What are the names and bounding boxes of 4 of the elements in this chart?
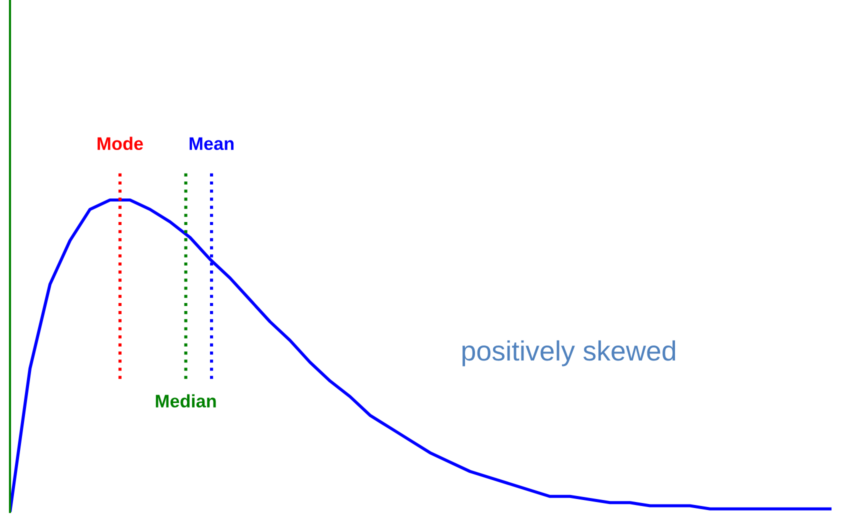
annotation: Median xyxy=(156,394,216,408)
text: Mean xyxy=(190,137,234,150)
annotation: positively skewed xyxy=(462,340,676,366)
text: Mode xyxy=(98,136,143,150)
